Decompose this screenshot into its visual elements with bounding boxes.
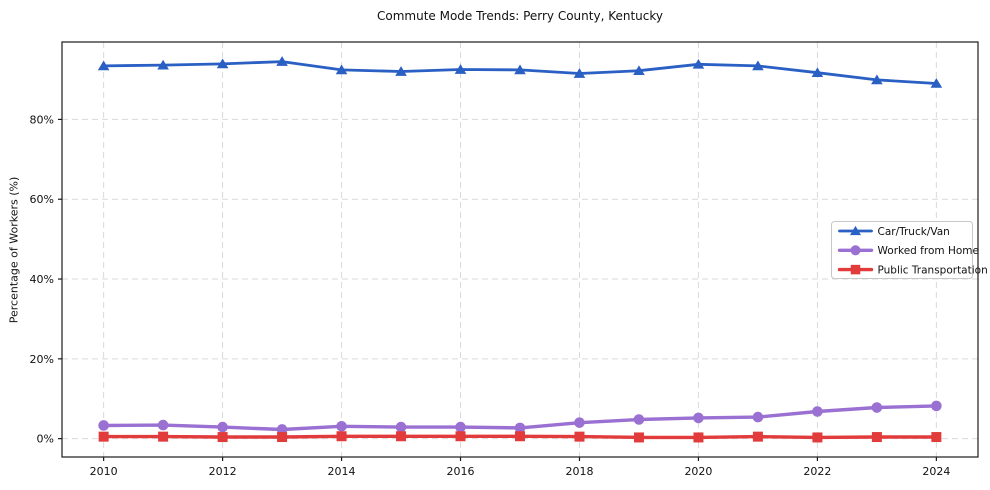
y-tick-label: 0% xyxy=(37,433,54,446)
series-worked-from-home xyxy=(98,400,942,435)
legend-entry-worked-from-home: Worked from Home xyxy=(837,245,979,257)
x-tick-label: 2024 xyxy=(922,465,950,478)
x-tick-label: 2014 xyxy=(328,465,356,478)
data-point-marker-worked-from-home xyxy=(574,417,585,428)
legend-sample-marker xyxy=(850,264,861,275)
data-point-marker-public-transportation xyxy=(871,432,882,443)
data-point-marker-worked-from-home xyxy=(455,421,466,433)
data-point-marker-car-truck-van xyxy=(395,66,407,76)
data-point-marker-public-transportation xyxy=(336,431,347,442)
data-point-marker-car-truck-van xyxy=(216,58,229,69)
x-tick-label: 2016 xyxy=(447,465,475,478)
data-point-marker-public-transportation xyxy=(752,431,763,442)
data-point-marker-car-truck-van xyxy=(335,64,348,75)
data-point-marker-public-transportation xyxy=(812,432,823,443)
legend: Car/Truck/Van Worked from Home Public Tran… xyxy=(831,221,988,279)
data-point-marker-worked-from-home xyxy=(395,421,407,433)
data-point-marker-car-truck-van xyxy=(633,65,645,76)
legend-entry-car-truck-van: Car/Truck/Van xyxy=(838,225,950,238)
legend-label: Car/Truck/Van xyxy=(878,226,950,238)
data-point-marker-worked-from-home xyxy=(693,412,704,424)
data-point-marker-worked-from-home xyxy=(633,414,645,425)
data-point-marker-car-truck-van xyxy=(454,64,467,74)
y-tick-label: 60% xyxy=(30,193,54,206)
legend-sample-marker xyxy=(850,245,861,256)
axis-frame xyxy=(61,41,979,458)
data-point-marker-public-transportation xyxy=(574,431,585,442)
y-tick-label: 80% xyxy=(30,113,54,126)
data-point-marker-public-transportation xyxy=(931,432,942,443)
x-tick-label: 2012 xyxy=(209,465,237,478)
data-point-marker-public-transportation xyxy=(158,431,169,442)
data-point-marker-worked-from-home xyxy=(98,420,109,431)
data-point-marker-car-truck-van xyxy=(157,59,169,70)
data-point-marker-car-truck-van xyxy=(573,68,586,78)
x-tick-label: 2020 xyxy=(684,465,712,478)
series-car-truck-van xyxy=(97,56,943,88)
data-point-marker-public-transportation xyxy=(396,431,407,442)
data-point-marker-public-transportation xyxy=(98,431,109,442)
legend-frame xyxy=(831,221,973,279)
data-point-marker-public-transportation xyxy=(217,432,228,443)
y-tick-label: 40% xyxy=(30,273,54,286)
y-tick-label: 20% xyxy=(30,353,54,366)
data-point-marker-worked-from-home xyxy=(217,421,228,433)
data-point-marker-car-truck-van xyxy=(97,60,110,71)
chart-title: Commute Mode Trends: Perry County, Kentu… xyxy=(377,9,663,23)
legend-label: Worked from Home xyxy=(878,245,979,257)
data-point-marker-public-transportation xyxy=(515,431,525,442)
data-point-marker-car-truck-van xyxy=(811,67,824,78)
data-point-marker-public-transportation xyxy=(693,432,704,443)
data-point-marker-car-truck-van xyxy=(930,78,943,88)
data-point-marker-worked-from-home xyxy=(812,406,823,417)
data-point-marker-car-truck-van xyxy=(514,64,526,75)
data-point-marker-worked-from-home xyxy=(752,411,764,423)
x-tick-label: 2010 xyxy=(90,465,118,478)
x-tick-label: 2018 xyxy=(565,465,593,478)
data-point-marker-worked-from-home xyxy=(514,422,526,434)
data-point-marker-worked-from-home xyxy=(157,419,169,431)
data-point-marker-public-transportation xyxy=(455,431,466,442)
data-point-marker-car-truck-van xyxy=(692,58,705,69)
data-point-marker-public-transportation xyxy=(277,432,288,443)
legend-sample-marker xyxy=(849,225,862,236)
legend-entry-public-transportation: Public Transportation xyxy=(837,264,988,276)
data-point-marker-worked-from-home xyxy=(336,420,347,432)
x-tick-label: 2022 xyxy=(803,465,831,478)
legend-label: Public Transportation xyxy=(878,264,988,276)
data-point-marker-car-truck-van xyxy=(276,56,288,66)
data-point-marker-worked-from-home xyxy=(931,400,942,412)
data-point-marker-worked-from-home xyxy=(871,402,883,413)
data-point-marker-public-transportation xyxy=(633,432,644,443)
data-point-marker-car-truck-van xyxy=(752,60,764,71)
series-public-transportation xyxy=(98,431,942,443)
data-point-marker-car-truck-van xyxy=(871,74,883,85)
